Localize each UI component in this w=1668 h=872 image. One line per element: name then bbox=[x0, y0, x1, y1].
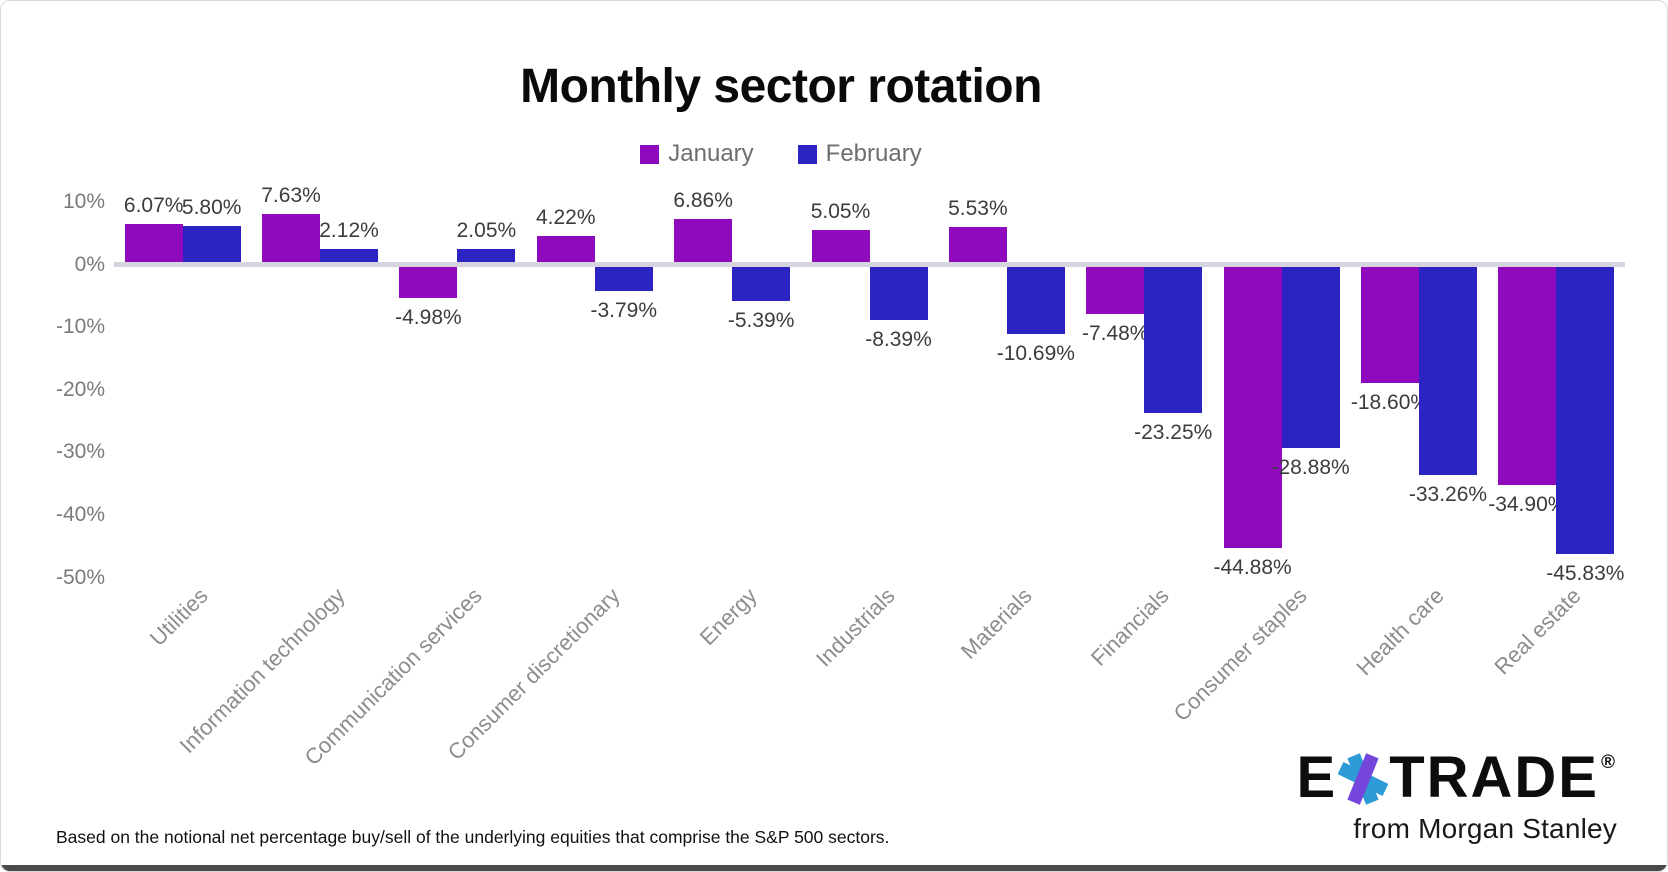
x-axis-label-utilities: Utilities bbox=[144, 583, 213, 651]
chart-title: Monthly sector rotation bbox=[520, 60, 1042, 113]
x-axis-label-industrials: Industrials bbox=[810, 583, 900, 672]
bar-january-energy bbox=[674, 219, 733, 262]
value-label-january-financials: -7.48% bbox=[1081, 321, 1149, 345]
value-label-february-real-estate: -45.83% bbox=[1546, 561, 1625, 585]
value-label-february-materials: -10.69% bbox=[996, 341, 1075, 365]
x-axis-label-consumer-discretionary: Consumer discretionary bbox=[442, 583, 625, 765]
bar-february-real-estate bbox=[1556, 267, 1615, 554]
value-label-february-financials: -23.25% bbox=[1134, 420, 1213, 444]
bar-february-consumer-discretionary bbox=[594, 267, 653, 291]
bar-january-information-technology bbox=[262, 214, 321, 262]
bar-january-utilities bbox=[124, 224, 183, 262]
legend-label-january: January bbox=[668, 140, 754, 167]
bar-january-financials bbox=[1086, 267, 1145, 314]
bar-january-industrials bbox=[811, 230, 870, 262]
y-axis-tick-label: 10% bbox=[62, 189, 105, 213]
legend-item-january: January bbox=[640, 140, 754, 168]
registered-mark: ® bbox=[1601, 752, 1617, 773]
value-label-january-consumer-discretionary: 4.22% bbox=[535, 205, 596, 229]
bar-february-utilities bbox=[182, 225, 241, 262]
etrade-star-icon bbox=[1338, 753, 1389, 805]
bar-february-health-care bbox=[1418, 267, 1477, 476]
bar-february-industrials bbox=[869, 267, 928, 320]
y-axis-tick-label: -50% bbox=[55, 565, 105, 589]
value-label-january-information-technology: 7.63% bbox=[261, 184, 321, 208]
logo-text-trade: TRADE bbox=[1389, 745, 1599, 810]
y-axis-tick-label: -30% bbox=[55, 440, 105, 464]
bar-january-materials bbox=[948, 227, 1007, 262]
bar-february-information-technology bbox=[320, 248, 379, 262]
value-label-february-health-care: -33.26% bbox=[1408, 483, 1488, 507]
brand-block: E TRADE ® from Morgan Stanley bbox=[1297, 749, 1617, 845]
value-label-january-health-care: -18.60% bbox=[1350, 391, 1430, 415]
value-label-february-consumer-discretionary: -3.79% bbox=[590, 298, 658, 322]
value-label-february-energy: -5.39% bbox=[727, 308, 795, 332]
x-axis-label-energy: Energy bbox=[694, 583, 762, 650]
x-axis-label-communication-services: Communication services bbox=[299, 583, 488, 771]
bar-february-materials bbox=[1006, 267, 1065, 334]
bar-january-consumer-discretionary bbox=[536, 235, 595, 262]
y-axis-tick-label: -20% bbox=[55, 377, 105, 401]
bar-january-consumer-staples bbox=[1223, 267, 1282, 548]
bar-february-energy bbox=[732, 267, 791, 301]
footnote: Based on the notional net percentage buy… bbox=[56, 827, 890, 847]
february-swatch-icon bbox=[797, 144, 817, 164]
legend-item-february: February bbox=[797, 140, 922, 168]
bar-january-real-estate bbox=[1498, 267, 1557, 486]
bar-february-financials bbox=[1144, 267, 1203, 413]
value-label-february-information-technology: 2.12% bbox=[319, 218, 379, 242]
x-axis-label-materials: Materials bbox=[955, 583, 1037, 664]
bar-february-consumer-staples bbox=[1281, 267, 1340, 448]
value-label-january-industrials: 5.05% bbox=[810, 200, 871, 224]
y-axis-tick-label: 0% bbox=[74, 252, 105, 276]
y-axis-tick-label: -40% bbox=[55, 502, 105, 526]
logo-text-e: E bbox=[1296, 745, 1338, 810]
legend-label-february: February bbox=[825, 140, 922, 167]
value-label-january-consumer-staples: -44.88% bbox=[1213, 555, 1292, 579]
value-label-february-consumer-staples: -28.88% bbox=[1271, 455, 1350, 479]
chart-header: Monthly sector rotation January February bbox=[1, 1, 1561, 168]
bar-january-health-care bbox=[1360, 267, 1419, 384]
value-label-february-communication-services: 2.05% bbox=[456, 219, 517, 243]
value-label-january-energy: 6.86% bbox=[673, 189, 733, 213]
y-axis-tick-label: -10% bbox=[55, 315, 105, 339]
x-axis-label-consumer-staples: Consumer staples bbox=[1168, 583, 1312, 727]
value-label-february-industrials: -8.39% bbox=[865, 327, 932, 351]
etrade-logo: E TRADE ® bbox=[1297, 749, 1617, 807]
bottom-edge-bar bbox=[1, 865, 1667, 871]
x-axis-label-financials: Financials bbox=[1086, 583, 1174, 671]
value-label-february-utilities: 5.80% bbox=[181, 195, 242, 219]
x-axis-label-information-technology: Information technology bbox=[174, 583, 350, 759]
value-label-january-materials: 5.53% bbox=[948, 197, 1008, 221]
value-label-january-real-estate: -34.90% bbox=[1488, 493, 1567, 517]
january-swatch-icon bbox=[640, 144, 660, 164]
value-label-january-communication-services: -4.98% bbox=[395, 306, 462, 330]
brand-tagline: from Morgan Stanley bbox=[1353, 813, 1617, 844]
value-label-january-utilities: 6.07% bbox=[123, 194, 184, 217]
zero-axis-line bbox=[114, 262, 1625, 267]
bar-february-communication-services bbox=[457, 249, 516, 262]
bar-january-communication-services bbox=[399, 267, 458, 299]
legend: January February bbox=[1, 140, 1561, 168]
